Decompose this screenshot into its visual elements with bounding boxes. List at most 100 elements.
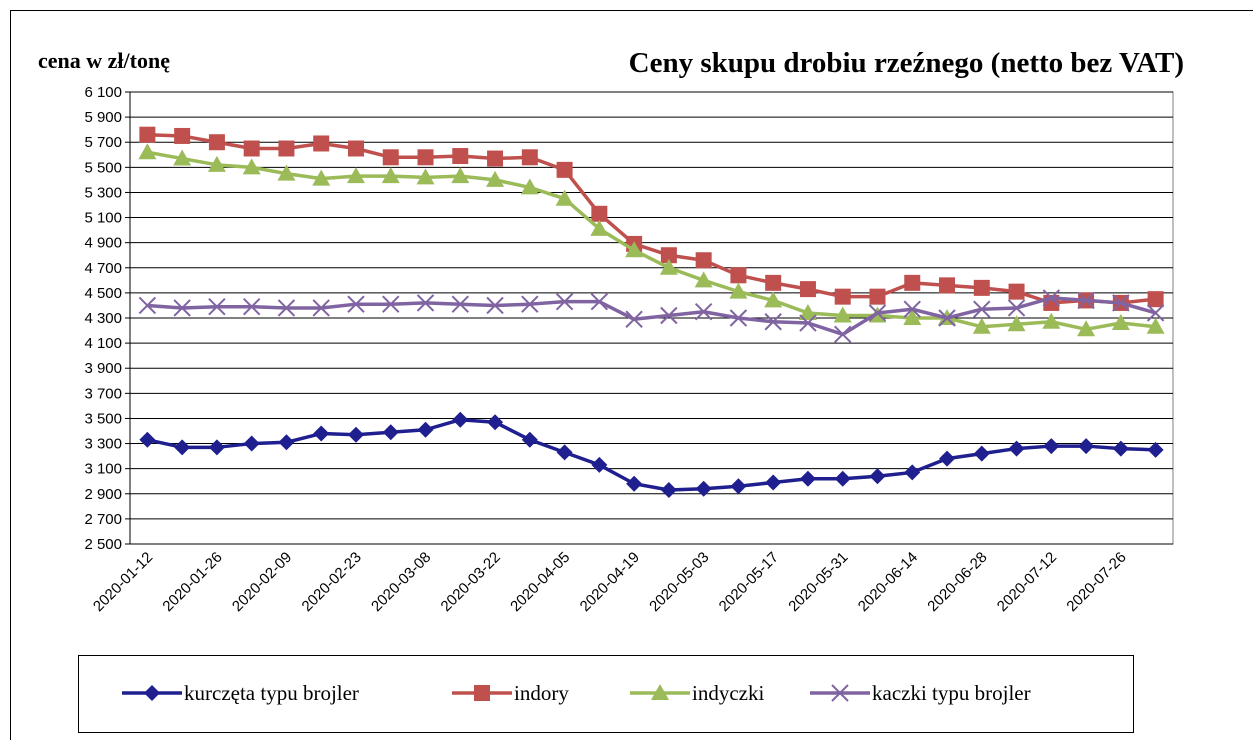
data-point — [694, 303, 713, 321]
data-point — [660, 482, 677, 499]
data-point — [1077, 291, 1095, 310]
data-point — [313, 135, 330, 152]
y-tick-label: 5 100 — [84, 210, 122, 227]
data-point — [486, 296, 504, 315]
data-point — [1111, 314, 1130, 331]
data-point — [1042, 289, 1061, 307]
data-point — [695, 252, 712, 269]
data-point — [555, 189, 574, 206]
data-point — [798, 303, 817, 320]
y-tick-label: 4 300 — [84, 310, 122, 327]
data-point — [659, 258, 678, 275]
data-point — [730, 267, 747, 284]
data-point — [1043, 438, 1060, 455]
y-tick-label: 3 700 — [84, 385, 122, 402]
data-point — [487, 414, 504, 431]
data-point — [729, 309, 748, 327]
data-point — [208, 297, 226, 316]
data-point — [207, 155, 226, 172]
data-point — [591, 205, 608, 222]
data-point — [660, 306, 678, 325]
y-tick-label: 3 300 — [84, 436, 122, 453]
x-tick-label: 2020-06-28 — [924, 549, 990, 615]
data-point — [486, 170, 505, 187]
data-point — [556, 444, 573, 461]
data-point — [660, 247, 677, 264]
series-line — [147, 150, 1156, 332]
data-point — [1112, 440, 1129, 457]
data-point — [904, 274, 921, 291]
legend-marker — [831, 684, 849, 702]
y-tick-label: 3 100 — [84, 461, 122, 478]
legend-marker — [474, 685, 490, 701]
legend-label: kaczki typu brojler — [872, 681, 1031, 705]
data-point — [139, 126, 156, 143]
y-tick-label: 4 900 — [84, 235, 122, 252]
data-point — [347, 426, 364, 443]
data-point — [173, 149, 192, 166]
y-tick-label: 6 100 — [84, 84, 122, 101]
data-point — [452, 148, 469, 165]
data-point — [382, 424, 399, 441]
data-point — [243, 435, 260, 452]
y-tick-label: 4 700 — [84, 260, 122, 277]
data-point — [312, 169, 331, 186]
data-point — [626, 475, 643, 492]
data-point — [833, 306, 852, 323]
data-point — [765, 474, 782, 491]
data-point — [278, 434, 295, 451]
data-point — [591, 456, 608, 473]
data-point — [625, 241, 644, 258]
data-point — [939, 450, 956, 467]
data-point — [312, 299, 330, 317]
legend-box — [78, 655, 1134, 733]
data-point — [487, 150, 504, 167]
data-point — [1147, 441, 1164, 458]
data-point — [521, 149, 538, 166]
y-tick-label: 5 900 — [84, 109, 122, 126]
y-tick-label: 5 300 — [84, 184, 122, 201]
data-point — [1112, 294, 1130, 312]
y-tick-label: 4 500 — [84, 285, 122, 302]
data-point — [869, 288, 886, 305]
data-point — [904, 464, 921, 481]
data-point — [695, 480, 712, 497]
data-point — [208, 134, 225, 151]
data-point — [1147, 291, 1164, 308]
data-point — [173, 299, 191, 317]
data-point — [1146, 317, 1165, 334]
y-tick-label: 3 900 — [84, 360, 122, 377]
data-point — [347, 140, 364, 157]
data-point — [243, 140, 260, 157]
x-tick-label: 2020-03-22 — [438, 549, 504, 615]
data-point — [242, 297, 261, 316]
data-point — [417, 149, 434, 166]
data-point — [764, 313, 782, 331]
data-point — [694, 271, 713, 288]
data-point — [451, 295, 469, 313]
data-point — [555, 292, 574, 311]
data-point — [938, 309, 956, 327]
data-point — [972, 317, 991, 334]
data-point — [138, 143, 157, 160]
series-line — [147, 132, 1156, 305]
data-point — [1078, 438, 1095, 455]
data-point — [452, 411, 469, 428]
chart-title: Ceny skupu drobiu rzeźnego (netto bez VA… — [629, 47, 1184, 79]
data-point — [313, 425, 330, 442]
y-tick-label: 5 700 — [84, 134, 122, 151]
data-point — [520, 178, 539, 195]
y-tick-label: 5 500 — [84, 159, 122, 176]
x-tick-label: 2020-05-03 — [646, 549, 712, 615]
x-tick-label: 2020-03-08 — [368, 549, 434, 615]
data-point — [1146, 304, 1165, 322]
data-point — [277, 299, 296, 317]
data-point — [729, 282, 748, 299]
data-point — [1008, 283, 1025, 300]
x-tick-label: 2020-05-31 — [785, 549, 851, 615]
data-point — [799, 470, 816, 487]
data-point — [868, 304, 887, 322]
y-tick-label: 2 900 — [84, 486, 122, 503]
data-point — [138, 296, 157, 315]
